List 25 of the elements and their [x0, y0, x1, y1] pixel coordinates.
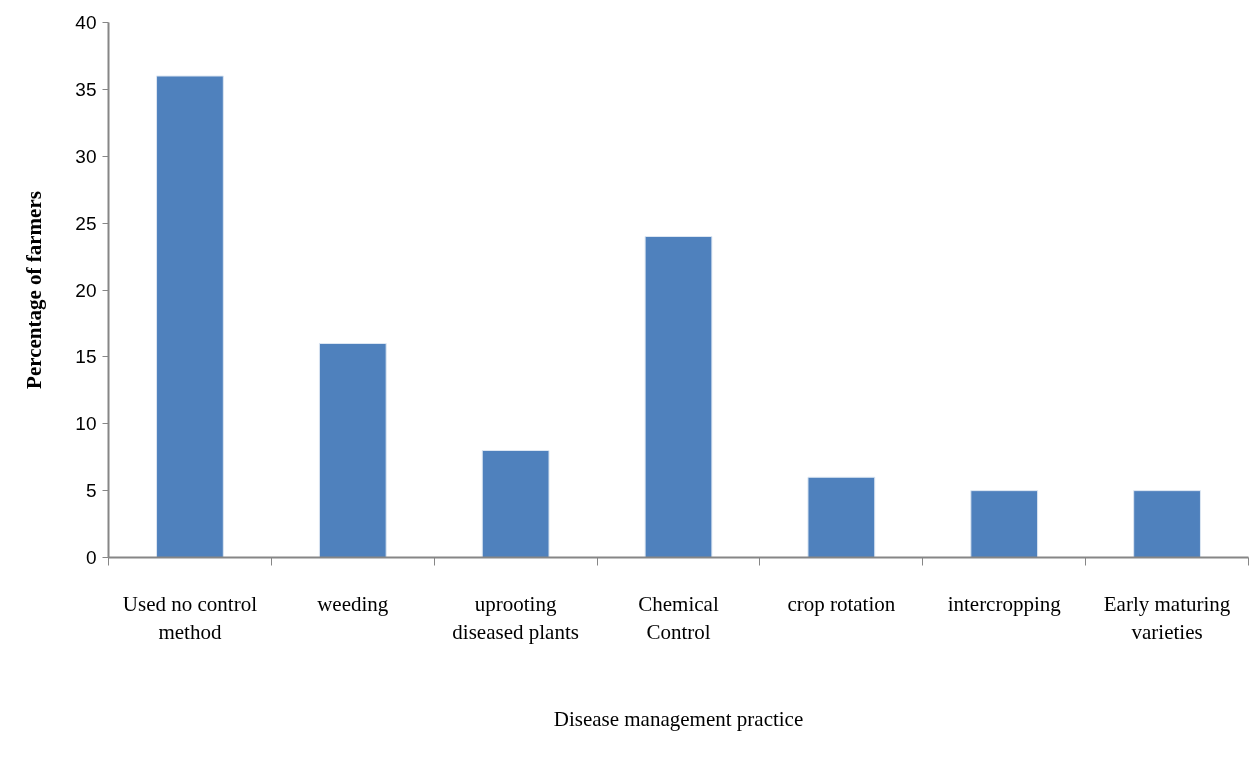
y-tick-label: 30 [75, 145, 97, 167]
y-tick-label: 20 [75, 279, 97, 301]
bar [1133, 490, 1201, 558]
bar [970, 490, 1039, 558]
y-tick-label: 25 [75, 212, 97, 234]
x-tick-label: Early maturing varieties [1103, 591, 1231, 645]
x-axis-title: Disease management practice [553, 707, 804, 732]
y-tick-label: 40 [75, 12, 97, 33]
x-tick-label: weeding [317, 591, 389, 616]
y-tick-label: 35 [75, 78, 97, 100]
y-tick-label: 5 [85, 480, 97, 502]
x-tick-label: uprooting diseased plants [452, 591, 579, 645]
x-tick-label: Chemical Control [638, 591, 719, 645]
x-tick-label: crop rotation [787, 591, 896, 616]
bar [156, 75, 224, 558]
bar [644, 236, 713, 558]
bar [807, 476, 876, 558]
y-tick-label: 0 [85, 547, 97, 568]
y-tick-label: 10 [75, 413, 97, 435]
y-axis-title: Percentage of farmers [22, 191, 47, 389]
bar [481, 450, 550, 558]
x-tick-label: Used no control method [122, 591, 258, 645]
x-tick-label: intercropping [947, 591, 1062, 616]
y-tick-label: 15 [75, 346, 97, 368]
bar [318, 343, 387, 558]
